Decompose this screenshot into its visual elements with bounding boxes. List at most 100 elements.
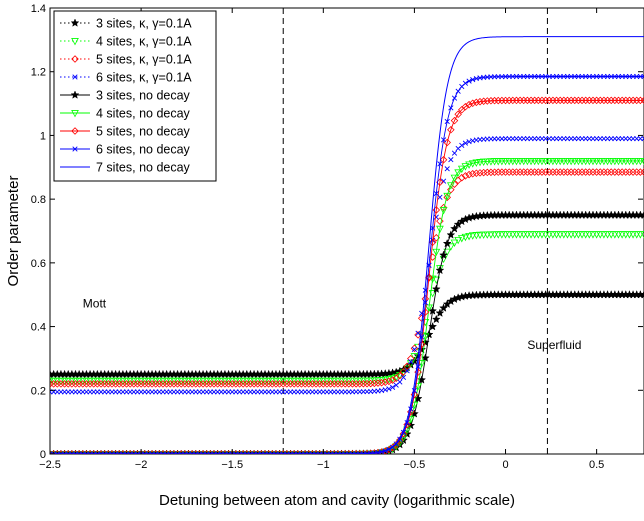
data-point (476, 231, 484, 240)
data-point (498, 158, 506, 166)
data-point (144, 380, 153, 388)
data-point (567, 168, 575, 176)
y-tick-label: 1 (40, 130, 46, 142)
data-point (392, 440, 400, 449)
data-point (433, 214, 439, 220)
data-point (545, 96, 554, 105)
data-point (286, 380, 295, 388)
legend-box (53, 10, 217, 182)
x-tick-label: −1 (317, 459, 330, 471)
data-point (462, 140, 469, 146)
data-point (607, 168, 615, 176)
data-point (625, 96, 634, 105)
data-point (341, 380, 349, 388)
data-point (344, 450, 353, 454)
data-point (454, 169, 463, 177)
data-point (468, 99, 477, 108)
data-point (408, 359, 414, 365)
data-point (433, 190, 439, 197)
legend-label: 3 sites, κ, γ=0.1A (96, 17, 192, 31)
data-point (640, 157, 644, 166)
data-point (70, 18, 80, 27)
data-point (472, 159, 481, 167)
data-point (366, 377, 375, 385)
data-point (447, 126, 455, 134)
data-point (443, 248, 452, 257)
data-point (549, 168, 557, 176)
data-point (560, 168, 568, 176)
data-point (487, 231, 495, 239)
data-point (363, 379, 371, 388)
legend-item: 4 sites, no decay (60, 107, 191, 121)
data-point (632, 96, 641, 105)
data-point (466, 78, 472, 84)
data-point (541, 168, 550, 176)
data-point (487, 168, 495, 177)
data-point (359, 450, 368, 454)
data-point (428, 321, 438, 331)
data-point (443, 192, 452, 201)
data-point (457, 235, 466, 243)
data-point (410, 390, 419, 399)
data-point (235, 380, 244, 388)
data-point (639, 290, 644, 299)
annotation-mott: Mott (83, 296, 107, 310)
legend-item: 3 sites, κ, γ=0.1A (60, 17, 192, 31)
data-point (490, 231, 499, 239)
data-point (71, 380, 80, 388)
data-point (115, 380, 124, 388)
data-point (68, 380, 76, 388)
data-point (516, 168, 524, 176)
data-point (444, 118, 450, 125)
legend-label: 6 sites, κ, γ=0.1A (96, 71, 192, 85)
data-point (640, 96, 644, 105)
data-point (446, 230, 456, 239)
data-point (290, 380, 298, 388)
data-point (50, 380, 54, 388)
data-point (530, 168, 539, 176)
x-tick-label: −1.5 (221, 459, 243, 471)
y-tick-label: 0.6 (31, 258, 46, 270)
data-point (195, 380, 204, 388)
data-point (450, 174, 459, 183)
data-point (71, 38, 79, 46)
data-point (366, 379, 375, 388)
data-point (111, 380, 120, 388)
data-point (206, 380, 215, 388)
data-point (629, 96, 637, 105)
data-point (501, 96, 510, 105)
data-point (451, 150, 458, 156)
data-point (53, 380, 62, 388)
data-point (315, 380, 324, 388)
data-point (399, 368, 408, 376)
data-point (556, 96, 564, 105)
data-point (442, 238, 452, 248)
data-point (600, 96, 608, 105)
data-point (570, 96, 579, 105)
data-point (140, 380, 149, 388)
data-point (556, 168, 564, 176)
data-point (440, 137, 447, 143)
data-point (596, 168, 605, 176)
data-point (352, 450, 360, 454)
data-point (549, 96, 557, 105)
data-point (494, 158, 503, 166)
data-point (538, 168, 546, 176)
data-point (578, 168, 586, 176)
data-point (614, 96, 623, 105)
data-point (509, 168, 517, 176)
data-point (151, 380, 160, 388)
data-point (437, 161, 443, 167)
x-tick-label: 0.5 (589, 459, 604, 471)
data-point (461, 172, 470, 180)
data-point (432, 248, 441, 257)
data-point (622, 168, 630, 176)
data-point (301, 380, 309, 388)
legend-item: 5 sites, no decay (60, 125, 191, 139)
data-point (465, 100, 473, 109)
data-point (381, 378, 390, 386)
data-point (534, 96, 543, 105)
data-point (108, 380, 116, 388)
x-tick-label: −2 (135, 459, 148, 471)
data-point (359, 379, 368, 388)
